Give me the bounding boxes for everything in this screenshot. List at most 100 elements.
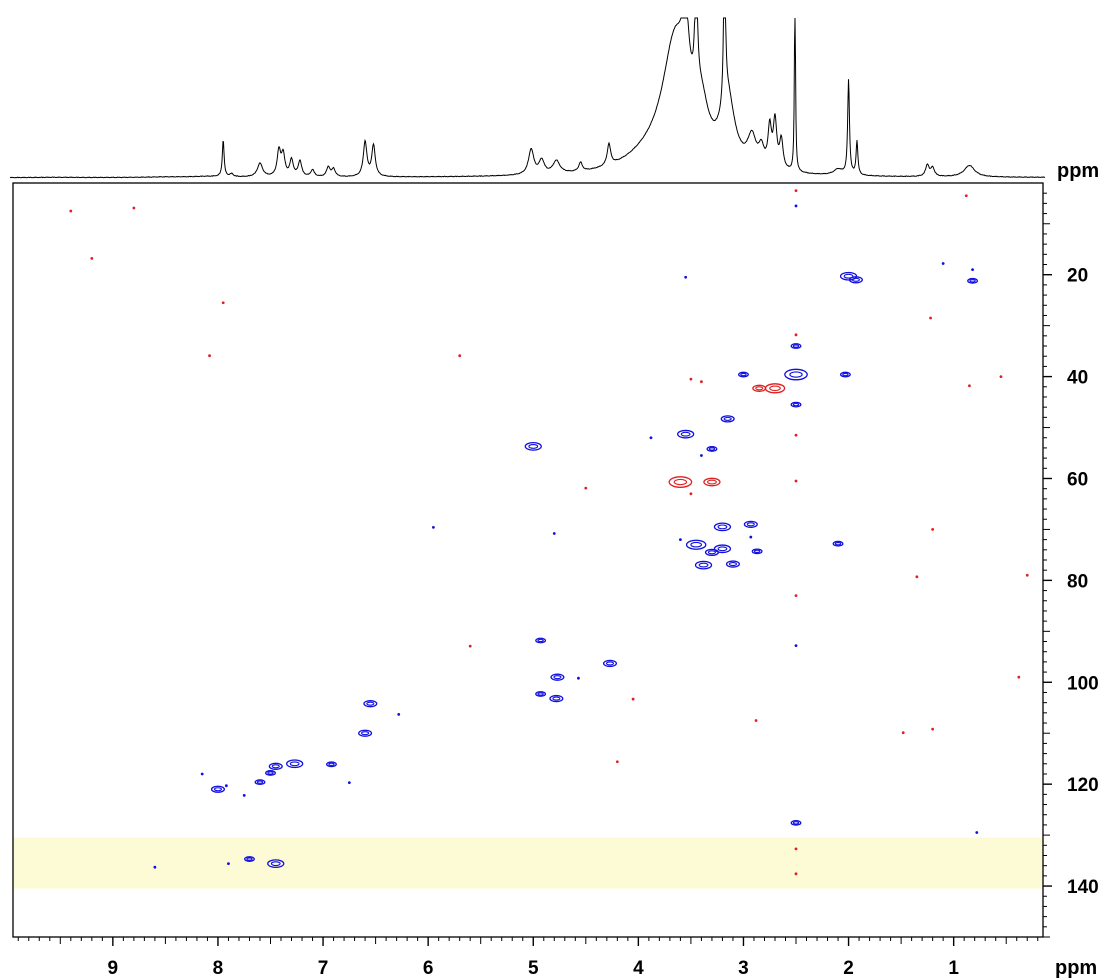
peak-contour-inner: [267, 771, 274, 775]
positive-cross-peak: [704, 548, 719, 557]
peak-contour-outer: [706, 446, 718, 452]
positive-cross-peak: [224, 784, 228, 788]
positive-cross-peak: [244, 856, 255, 862]
negative-cross-peak: [968, 384, 971, 388]
y-axis-tick-label: 20: [1067, 266, 1088, 287]
negative-cross-peak: [90, 257, 94, 260]
negative-cross-peak: [1017, 675, 1021, 679]
peak-contour-outer: [535, 637, 547, 644]
positive-cross-peak: [684, 275, 688, 279]
peak-contour-outer: [267, 859, 285, 869]
peak-contour-outer: [244, 856, 255, 862]
negative-cross-peak: [584, 486, 588, 490]
positive-cross-peak: [720, 415, 735, 423]
negative-cross-peak: [964, 194, 968, 198]
peak-contour-outer: [751, 548, 763, 555]
peak-contour-inner: [537, 638, 544, 643]
peak-contour-inner: [851, 277, 860, 282]
peak-contour-inner: [256, 780, 264, 784]
negative-cross-peak: [208, 354, 211, 358]
y-axis-tick-label: 120: [1067, 775, 1099, 796]
peak-contour-inner: [843, 273, 854, 279]
positive-cross-peak: [751, 548, 763, 555]
positive-cross-peak: [268, 762, 283, 770]
peak-contour-outer: [790, 819, 802, 826]
positive-cross-peak: [971, 268, 974, 272]
positive-cross-peak: [743, 520, 758, 528]
negative-cross-peak: [931, 528, 935, 531]
positive-cross-peak: [784, 368, 808, 381]
peak-contour-inner: [289, 761, 300, 767]
peak-contour-inner: [690, 541, 702, 548]
peak-contour-inner: [717, 546, 728, 552]
y-axis-tick-label: 140: [1067, 877, 1099, 898]
positive-cross-peak: [363, 700, 378, 708]
peak-contour-outer: [764, 383, 786, 394]
peak-contour-inner: [755, 386, 764, 391]
bottom-axis-unit-label: ppm: [1055, 957, 1097, 979]
negative-cross-peak: [752, 384, 767, 392]
peak-contour-outer: [848, 276, 863, 284]
positive-cross-peak: [738, 371, 749, 378]
negative-cross-peak: [668, 476, 693, 488]
x-axis-tick-label: 4: [633, 958, 644, 979]
negative-cross-peak: [468, 644, 472, 648]
peak-contour-inner: [753, 549, 761, 554]
positive-cross-peak: [535, 637, 547, 644]
positive-cross-peak: [347, 781, 351, 785]
x-axis-tick-label: 8: [213, 958, 224, 979]
peak-contour-inner: [834, 542, 842, 546]
positive-cross-peak: [265, 770, 276, 776]
y-axis-tick-label: 60: [1067, 469, 1088, 490]
peak-contour-outer: [839, 371, 851, 378]
top-axis-unit-label: ppm: [1057, 160, 1099, 182]
peak-contour-inner: [717, 524, 728, 530]
peak-contour-inner: [842, 372, 849, 377]
positive-cross-peak: [227, 862, 230, 866]
peak-contour-outer: [358, 729, 373, 737]
negative-cross-peak: [794, 479, 798, 483]
positive-cross-peak: [432, 525, 435, 529]
negative-cross-peak: [794, 872, 798, 876]
peak-contour-outer: [210, 785, 225, 793]
peak-contour-outer: [703, 477, 721, 487]
plot-area: [12, 182, 1044, 938]
peak-contour-inner: [246, 857, 253, 861]
peak-contour-inner: [706, 479, 717, 485]
positive-cross-peak: [678, 538, 682, 542]
peak-contour-inner: [680, 431, 691, 437]
peak-contour-outer: [535, 691, 547, 697]
negative-cross-peak: [901, 731, 905, 735]
negative-cross-peak: [754, 719, 758, 722]
positive-cross-peak: [848, 276, 863, 284]
projection-trace: [9, 17, 1046, 179]
positive-cross-peak: [552, 532, 556, 535]
peak-contour-inner: [969, 279, 976, 283]
positive-cross-peak: [790, 401, 802, 408]
positive-cross-peak: [358, 729, 373, 737]
negative-cross-peak: [700, 380, 703, 384]
positive-cross-peak: [839, 371, 851, 378]
y-axis-tick-label: 80: [1067, 571, 1088, 592]
positive-cross-peak: [713, 544, 732, 554]
peak-contour-outer: [668, 476, 693, 488]
peak-contour-outer: [286, 759, 304, 769]
peak-contour-inner: [673, 478, 688, 486]
positive-cross-peak: [749, 535, 753, 539]
peak-contour-outer: [549, 694, 564, 703]
positive-cross-peak: [677, 429, 695, 439]
negative-cross-peak: [794, 594, 798, 598]
positive-cross-peak: [242, 793, 246, 797]
positive-cross-peak: [535, 691, 547, 697]
negative-cross-peak: [794, 433, 798, 437]
peak-contour-inner: [698, 562, 709, 568]
peak-contour-inner: [708, 447, 716, 451]
peak-contour-inner: [366, 701, 375, 706]
peak-contour-inner: [537, 692, 544, 696]
positive-cross-peak: [550, 673, 565, 681]
y-axis-tick-label: 100: [1067, 673, 1099, 694]
plot-frame: [12, 182, 1044, 938]
positive-cross-peak: [685, 539, 707, 550]
peak-contour-inner: [707, 550, 716, 555]
peak-contour-inner: [769, 385, 781, 392]
